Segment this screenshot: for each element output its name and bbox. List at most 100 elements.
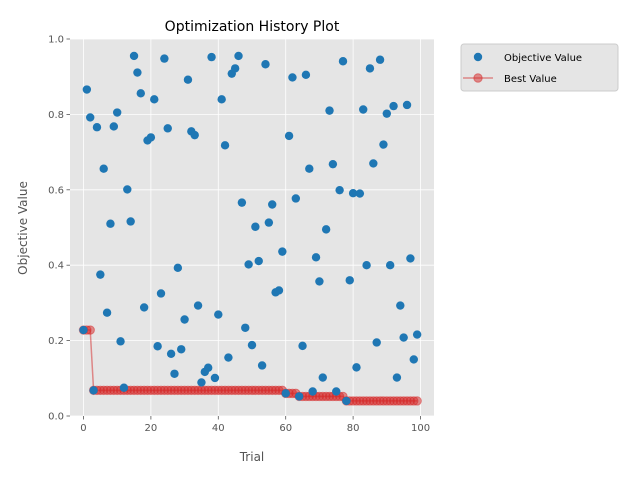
objective-value-point — [96, 270, 105, 279]
objective-value-point — [244, 260, 253, 269]
objective-value-point — [409, 355, 418, 364]
objective-value-point — [180, 315, 189, 324]
legend-label-best: Best Value — [504, 74, 557, 85]
objective-value-point — [82, 85, 92, 94]
objective-value-point — [345, 276, 354, 285]
y-axis-ticks: 0.0 0.2 0.4 0.6 0.8 1.0 — [48, 35, 70, 423]
objective-value-point — [372, 338, 381, 347]
objective-value-point — [230, 64, 240, 73]
objective-value-point — [126, 217, 135, 226]
objective-value-point — [328, 159, 338, 169]
objective-value-point — [224, 353, 233, 362]
objective-value-point — [220, 141, 230, 150]
objective-value-point — [402, 100, 412, 110]
objective-value-point — [139, 303, 149, 312]
objective-value-point — [217, 95, 226, 104]
objective-value-point — [234, 51, 243, 61]
objective-value-point — [352, 363, 361, 372]
objective-value-point — [153, 342, 162, 351]
x-tick-label: 80 — [347, 423, 360, 434]
objective-value-point — [207, 52, 216, 62]
x-tick-label: 0 — [80, 423, 86, 434]
objective-value-point — [335, 185, 344, 195]
objective-value-point — [106, 219, 115, 228]
objective-value-point — [160, 54, 169, 63]
objective-value-point — [251, 222, 260, 231]
legend-marker-objective — [473, 52, 483, 62]
x-tick-label: 20 — [145, 423, 158, 434]
x-axis-ticks: 0 20 40 60 80 100 — [80, 416, 430, 434]
objective-value-point — [89, 386, 98, 395]
objective-value-point — [311, 253, 321, 262]
objective-value-point — [136, 89, 145, 98]
objective-value-point — [379, 140, 388, 149]
objective-value-point — [288, 73, 297, 82]
objective-value-point — [325, 106, 334, 115]
best-value-marker — [412, 396, 422, 406]
objective-value-point — [396, 301, 405, 310]
objective-value-point — [163, 124, 172, 133]
objective-value-point — [284, 131, 294, 141]
objective-value-point — [79, 325, 88, 335]
objective-value-point — [385, 261, 395, 270]
objective-value-point — [369, 159, 378, 168]
objective-value-point — [355, 189, 365, 198]
x-tick-label: 100 — [411, 423, 430, 434]
objective-value-point — [99, 164, 108, 173]
objective-value-point — [116, 337, 125, 346]
objective-value-point — [183, 75, 193, 84]
objective-value-point — [170, 369, 179, 378]
objective-value-point — [308, 387, 317, 396]
x-axis-label: Trial — [239, 450, 265, 464]
y-tick-label: 0.4 — [48, 261, 64, 272]
objective-value-point — [146, 133, 156, 142]
grid-lines — [70, 38, 434, 417]
legend-label-objective: Objective Value — [504, 53, 582, 64]
objective-value-point — [362, 261, 371, 270]
y-tick-label: 0.0 — [48, 412, 64, 423]
objective-value-point — [166, 349, 176, 358]
objective-value-point — [254, 256, 263, 266]
objective-value-point — [298, 341, 307, 351]
legend: Objective Value Best Value — [460, 43, 619, 92]
objective-value-point — [123, 185, 132, 194]
x-tick-label: 60 — [279, 423, 292, 434]
objective-value-point — [257, 361, 267, 370]
objective-value-point — [247, 340, 257, 350]
legend-marker-best — [473, 73, 483, 83]
objective-value-point — [389, 101, 398, 111]
legend-box — [460, 43, 619, 92]
y-axis-label: Objective Value — [16, 181, 30, 275]
objective-value-point — [197, 378, 206, 387]
objective-value-point — [92, 123, 102, 132]
objective-value-point — [133, 68, 142, 77]
objective-value-point — [177, 345, 186, 354]
objective-value-point — [338, 57, 348, 66]
objective-value-point — [406, 254, 415, 263]
y-tick-label: 1.0 — [48, 35, 64, 46]
objective-value-point — [291, 194, 301, 203]
objective-value-point — [392, 373, 402, 382]
objective-value-point — [294, 392, 304, 401]
objective-value-point — [193, 301, 203, 310]
objective-value-point — [261, 60, 270, 69]
objective-value-series — [79, 51, 422, 406]
objective-value-point — [112, 108, 122, 117]
x-tick-label: 40 — [212, 423, 225, 434]
objective-value-point — [382, 109, 392, 118]
objective-value-point — [203, 363, 213, 372]
objective-value-point — [190, 130, 199, 140]
objective-value-point — [315, 277, 324, 286]
objective-value-point — [332, 387, 341, 396]
objective-value-point — [241, 323, 250, 332]
objective-value-point — [321, 225, 331, 234]
objective-value-point — [348, 188, 358, 198]
objective-value-point — [281, 389, 290, 398]
objective-value-point — [365, 64, 375, 73]
objective-value-point — [278, 247, 287, 256]
objective-value-point — [301, 70, 311, 80]
objective-value-point — [318, 373, 327, 382]
objective-value-point — [264, 218, 274, 227]
objective-value-point — [399, 333, 408, 342]
objective-value-point — [274, 286, 284, 295]
